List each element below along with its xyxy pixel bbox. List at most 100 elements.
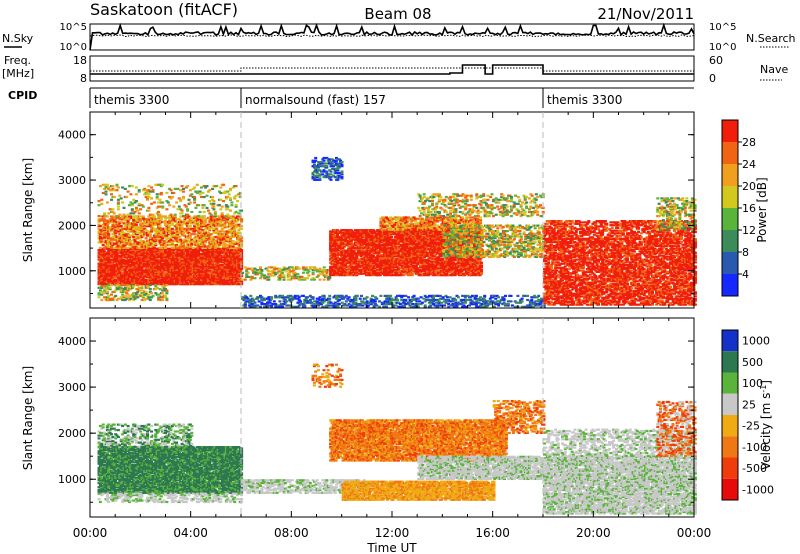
echo-cell (105, 220, 108, 222)
echo-cell (171, 228, 174, 230)
echo-cell (479, 299, 482, 301)
echo-cell (214, 240, 217, 242)
echo-cell (215, 228, 218, 230)
echo-cell (256, 304, 259, 306)
echo-cell (361, 304, 364, 306)
echo-cell (124, 287, 127, 289)
echo-cell (98, 215, 101, 217)
echo-cell (348, 296, 351, 298)
echo-cell (312, 272, 315, 274)
echo-cell (341, 171, 344, 173)
echo-cell (128, 235, 131, 237)
echo-cell (160, 232, 163, 234)
echo-cell (168, 204, 171, 206)
echo-cell (200, 196, 203, 198)
echo-cell (287, 295, 290, 297)
echo-cell (179, 199, 182, 201)
echo-cell (113, 264, 116, 266)
echo-cell (287, 304, 290, 306)
echo-cell (298, 268, 301, 270)
echo-cell (156, 287, 159, 289)
echo-cell (138, 212, 141, 214)
echo-cell (230, 204, 233, 206)
echo-cell (117, 298, 120, 300)
echo-cell (129, 298, 132, 300)
echo-cell (206, 185, 209, 187)
echo-cell (189, 201, 192, 203)
echo-cell (165, 284, 168, 286)
echo-cell (193, 201, 196, 203)
echo-cell (188, 199, 191, 201)
echo-cell (197, 215, 200, 217)
echo-cell (190, 243, 193, 245)
echo-cell (240, 240, 243, 242)
echo-cell (199, 193, 202, 195)
echo-cell (100, 199, 103, 201)
echo-cell (312, 296, 315, 298)
nsky-label: N.Sky (2, 32, 34, 45)
echo-cell (201, 207, 204, 209)
echo-cell (507, 303, 510, 305)
echo-cell (149, 299, 152, 301)
echo-cell (229, 197, 232, 199)
nsky-tick-high: 10^5 (60, 22, 87, 33)
echo-cell (215, 185, 218, 187)
echo-cell (149, 288, 152, 290)
echo-cell (341, 295, 344, 297)
echo-cell (100, 299, 103, 301)
echo-cell (314, 157, 317, 159)
echo-cell (323, 279, 326, 281)
echo-cell (323, 266, 326, 268)
echo-cell (154, 184, 157, 186)
echo-cell (330, 171, 333, 173)
echo-cell (221, 206, 224, 208)
echo-cell (171, 230, 174, 232)
echo-cell (149, 214, 152, 216)
echo-cell (106, 184, 109, 186)
echo-cell (447, 303, 450, 305)
echo-cell (176, 208, 179, 210)
echo-cell (129, 212, 132, 214)
echo-cell (321, 173, 324, 175)
echo-cell (247, 268, 250, 270)
date-label: 21/Nov/2011 (597, 5, 694, 23)
echo-cell (417, 298, 420, 300)
echo-cell (102, 192, 105, 194)
echo-cell (111, 208, 114, 210)
echo-cell (116, 184, 119, 186)
echo-cell (329, 266, 332, 268)
echo-cell (206, 245, 209, 247)
echo-cell (323, 160, 326, 162)
echo-cell (226, 206, 229, 208)
echo-cell (299, 300, 302, 302)
nsearch-tick-low: 10^0 (709, 42, 736, 53)
echo-cell (267, 266, 270, 268)
echo-cell (156, 193, 159, 195)
echo-cell (235, 204, 238, 206)
echo-cell (168, 225, 171, 227)
echo-cell (411, 303, 414, 305)
echo-cell (240, 218, 243, 220)
echo-cell (221, 228, 224, 230)
echo-cell (330, 179, 333, 181)
rti-plot: Saskatoon (fitACF) Beam 08 21/Nov/2011 N… (0, 0, 800, 554)
echo-cell (118, 214, 121, 216)
echo-cell (149, 233, 152, 235)
echo-cell (127, 285, 130, 287)
echo-cell (371, 295, 374, 297)
echo-cell (457, 302, 460, 304)
echo-cell (330, 302, 333, 304)
echo-cell (210, 214, 213, 216)
echo-cell (402, 295, 405, 297)
echo-cell (139, 215, 142, 217)
echo-cell (145, 229, 148, 231)
echo-cell (147, 230, 150, 232)
echo-cell (127, 214, 130, 216)
echo-cell (384, 295, 387, 297)
echo-cell (237, 212, 240, 214)
echo-cell (281, 295, 284, 297)
echo-cell (203, 196, 206, 198)
echo-cell (278, 300, 281, 302)
echo-cell (132, 236, 135, 238)
echo-cell (461, 302, 464, 304)
